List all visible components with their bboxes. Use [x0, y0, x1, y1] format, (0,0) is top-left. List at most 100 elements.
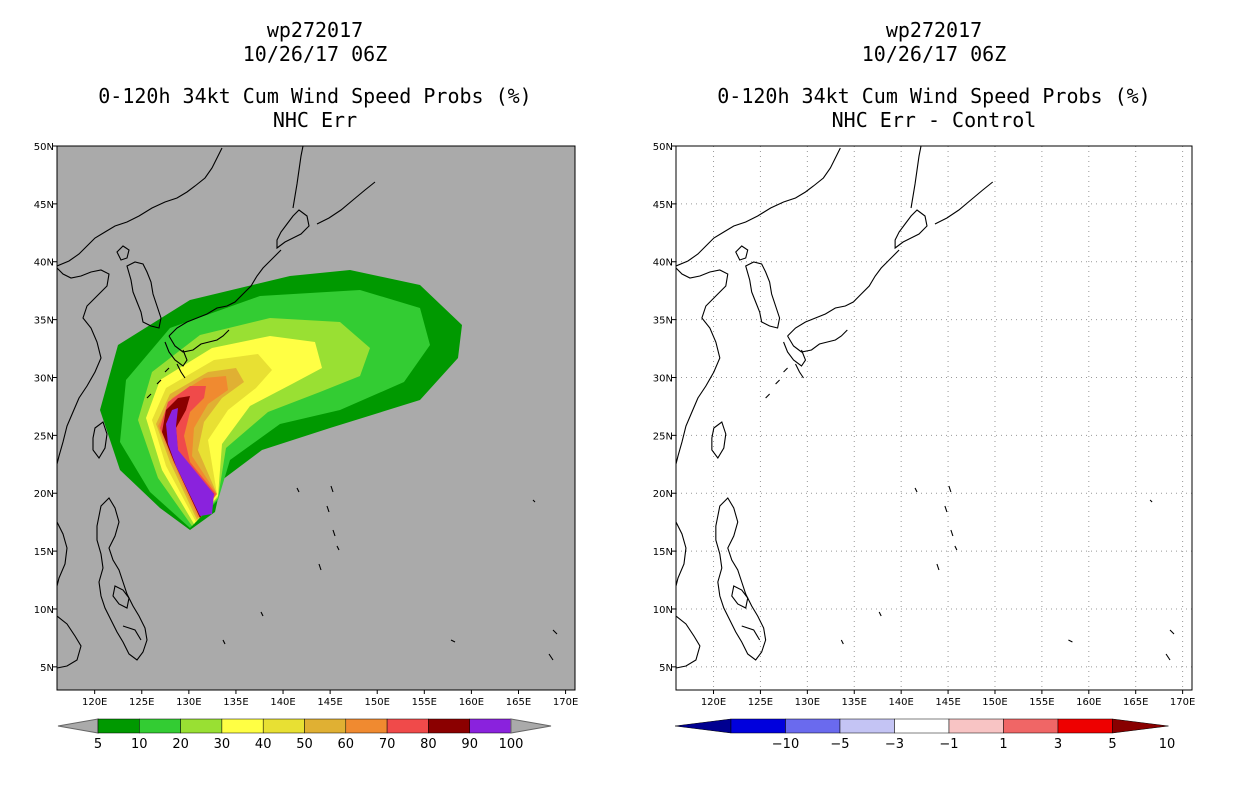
left-colorbar-label: 100 [499, 737, 524, 752]
right-lat-label: 25N [653, 431, 673, 442]
left-colorbar-swatch [262, 718, 305, 734]
left-map-border [56, 145, 576, 691]
left-colorbar-label: 80 [420, 737, 437, 752]
left-lat-label: 40N [34, 258, 54, 269]
right-lat-label: 50N [653, 142, 673, 153]
right-lat-label: 40N [653, 258, 673, 269]
left-colorbar-high-arrow [510, 718, 552, 734]
left-panel-title: wp272017 10/26/17 06Z 0-120h 34kt Cum Wi… [55, 18, 575, 132]
right-colorbar-label: 10 [1159, 737, 1176, 752]
left-colorbar-swatch [428, 718, 470, 734]
left-map-panel: 50N 45N 40N 35N 30N 25N 20N 15N 10N 5N 120E 125E 130… [34, 142, 579, 708]
right-colorbar-swatch [785, 718, 841, 734]
left-lon-label: 155E [412, 697, 437, 708]
right-colorbar-label: −10 [772, 737, 799, 752]
right-gridlines [676, 146, 1192, 690]
right-colorbar-swatch [894, 718, 950, 734]
right-colorbar-swatch [948, 718, 1004, 734]
right-panel-title: wp272017 10/26/17 06Z 0-120h 34kt Cum Wi… [675, 18, 1193, 132]
left-colorbar-label: 60 [338, 737, 355, 752]
left-colorbar-label: 50 [296, 737, 313, 752]
right-colorbar-swatch [839, 718, 895, 734]
right-lon-label: 140E [888, 697, 913, 708]
left-lon-label: 170E [553, 697, 578, 708]
left-axis-ticks: 50N 45N 40N 35N 30N 25N 20N 15N 10N 5N 120E 125E 130… [34, 142, 579, 708]
left-lat-label: 45N [34, 200, 54, 211]
right-lon-label: 155E [1029, 697, 1054, 708]
left-colorbar-swatch [469, 718, 512, 734]
left-product: 0-120h 34kt Cum Wind Speed Probs (%) [98, 84, 532, 108]
left-lon-label: 125E [129, 697, 154, 708]
right-lat-label: 10N [653, 605, 673, 616]
right-colorbar-label: −3 [885, 737, 904, 752]
left-lat-label: 25N [34, 431, 54, 442]
left-lat-label: 5N [40, 663, 54, 674]
right-lon-label: 120E [701, 697, 726, 708]
right-map-background [676, 146, 1192, 690]
left-colorbar-label: 40 [255, 737, 272, 752]
right-colorbar-label: 1 [999, 737, 1007, 752]
right-lat-label: 35N [653, 316, 673, 327]
left-datetime: 10/26/17 06Z [242, 42, 388, 66]
right-colorbar-swatch [1057, 718, 1113, 734]
left-lon-label: 150E [365, 697, 390, 708]
right-lon-label: 135E [842, 697, 867, 708]
left-colorbar-swatch [345, 718, 388, 734]
right-colorbar-label: −1 [939, 737, 958, 752]
left-lat-label: 10N [34, 605, 54, 616]
left-colorbar-label: 70 [379, 737, 396, 752]
left-lat-label: 15N [34, 547, 54, 558]
left-lat-label: 30N [34, 373, 54, 384]
left-colorbar-swatch [386, 718, 429, 734]
right-colorbar-label: 3 [1054, 737, 1062, 752]
left-subtitle: NHC Err [272, 108, 358, 132]
right-datetime: 10/26/17 06Z [861, 42, 1007, 66]
right-lon-label: 125E [748, 697, 773, 708]
left-colorbar-swatch [221, 718, 264, 734]
right-lon-label: 160E [1076, 697, 1101, 708]
left-colorbar-label: 10 [131, 737, 148, 752]
left-colorbar-low-arrow [57, 718, 99, 734]
left-colorbar-label: 30 [214, 737, 231, 752]
right-lon-label: 130E [795, 697, 820, 708]
left-lon-label: 130E [176, 697, 201, 708]
right-axis-ticks: 50N 45N 40N 35N 30N 25N 20N 15N 10N 5N 120E 125E 130… [653, 142, 1196, 708]
right-colorbar-label: −5 [830, 737, 849, 752]
right-map-panel: 50N 45N 40N 35N 30N 25N 20N 15N 10N 5N 120E 125E 130… [653, 142, 1196, 708]
right-colorbar-swatch [730, 718, 786, 734]
right-lat-label: 30N [653, 373, 673, 384]
left-lat-label: 50N [34, 142, 54, 153]
left-lon-label: 165E [506, 697, 531, 708]
right-colorbar-swatch [1003, 718, 1059, 734]
left-colorbar-swatch [304, 718, 347, 734]
right-lon-label: 165E [1123, 697, 1148, 708]
left-lat-label: 20N [34, 489, 54, 500]
right-colorbar: −10 −5 −3 −1 1 3 5 10 [674, 718, 1176, 752]
right-map-border [675, 145, 1193, 691]
right-lat-label: 20N [653, 489, 673, 500]
left-colorbar-swatch [139, 718, 181, 734]
right-lon-label: 145E [935, 697, 960, 708]
swath-90pct [166, 408, 214, 516]
right-storm-id: wp272017 [885, 18, 983, 42]
right-subtitle: NHC Err - Control [831, 108, 1037, 132]
left-colorbar-label: 20 [172, 737, 189, 752]
left-lon-label: 135E [223, 697, 248, 708]
left-colorbar-swatch [180, 718, 223, 734]
right-product: 0-120h 34kt Cum Wind Speed Probs (%) [717, 84, 1151, 108]
right-lat-label: 45N [653, 200, 673, 211]
left-lat-label: 35N [34, 316, 54, 327]
left-lon-label: 120E [82, 697, 107, 708]
right-lat-label: 15N [653, 547, 673, 558]
left-lon-label: 140E [270, 697, 295, 708]
left-colorbar-label: 5 [94, 737, 102, 752]
right-colorbar-low-arrow [674, 718, 732, 734]
left-lon-label: 145E [317, 697, 342, 708]
right-colorbar-high-arrow [1112, 718, 1169, 734]
right-colorbar-label: 5 [1108, 737, 1116, 752]
left-colorbar-label: 90 [461, 737, 478, 752]
right-lat-label: 5N [659, 663, 673, 674]
right-lon-label: 170E [1170, 697, 1195, 708]
left-storm-id: wp272017 [266, 18, 364, 42]
